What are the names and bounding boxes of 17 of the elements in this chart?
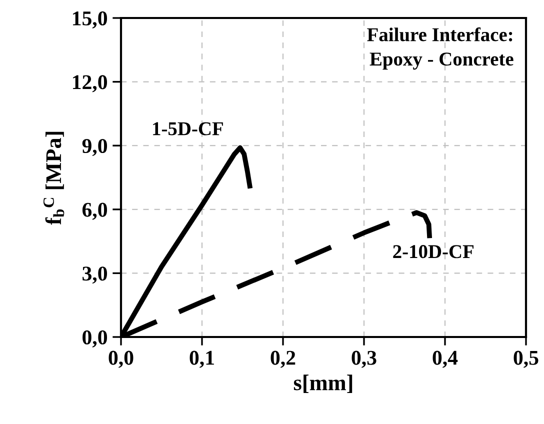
annotation: Failure Interface: Epoxy - Concrete	[367, 27, 514, 70]
y-tick-label: 9,0	[82, 138, 108, 156]
x-tick-label: 0,0	[108, 350, 134, 368]
y-axis-title: f$_{b}$$^{C}$ [MPa]	[44, 132, 64, 225]
x-tick-label: 0,5	[514, 350, 538, 368]
series-label: 1-5D-CF	[153, 122, 223, 136]
x-axis-title: s[mm]	[294, 374, 352, 394]
y-tick-label: 0,0	[82, 330, 108, 348]
y-tick-label: 15,0	[73, 11, 108, 28]
y-tick-label: 6,0	[82, 202, 108, 220]
x-tick-label: 0,2	[270, 350, 296, 368]
x-tick-label: 0,3	[352, 350, 376, 368]
x-tick-label: 0,4	[432, 350, 458, 368]
y-tick-label: 3,0	[82, 266, 108, 284]
x-tick-label: 0,1	[190, 350, 214, 368]
y-tick-label: 12,0	[73, 75, 108, 92]
series-label: 2-10D-CF	[393, 245, 474, 258]
